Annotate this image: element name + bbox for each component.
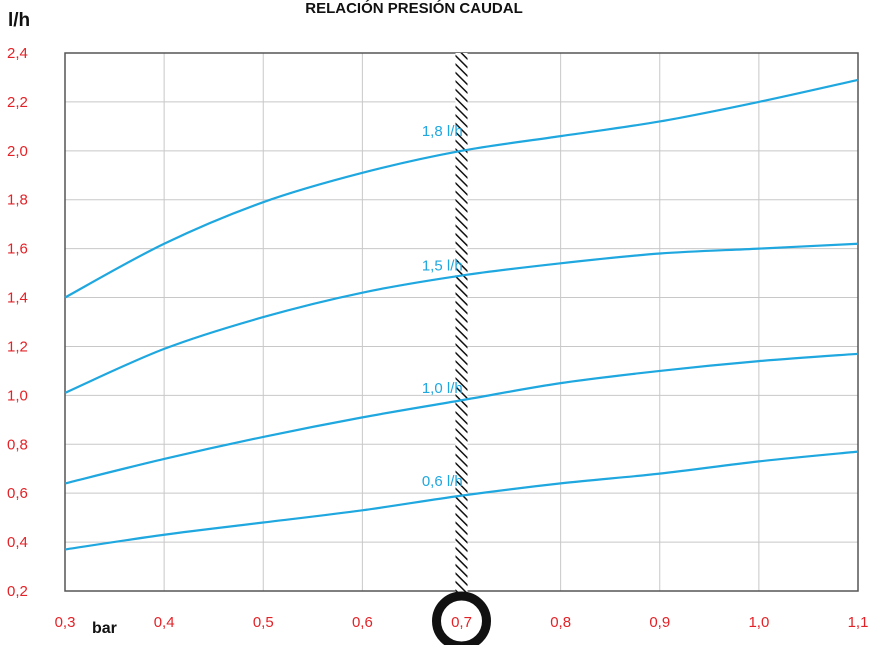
series-label-3: 1,8 l/h [422, 123, 463, 140]
y-tick-label-11: 2,4 [7, 45, 28, 62]
y-tick-label-10: 2,2 [7, 94, 28, 111]
y-tick-label-9: 2,0 [7, 143, 28, 160]
series-line-2 [64, 242, 859, 394]
y-tick-label-1: 0,4 [7, 534, 28, 551]
y-tick-label-2: 0,6 [7, 485, 28, 502]
x-tick-label-2: 0,5 [253, 614, 274, 631]
y-tick-label-6: 1,4 [7, 290, 28, 307]
tick-labels: 0,3 0,4 0,5 0,6 0,7 0,8 0,9 1,0 1,1 0,2 0,4 0,6 0,8 1… [7, 45, 868, 631]
highlight-circle [432, 591, 491, 645]
highlight-marker [432, 53, 491, 645]
chart-title: RELACIÓN PRESIÓN CAUDAL [305, 0, 523, 17]
y-tick-label-4: 1,0 [7, 387, 28, 404]
series-line-3 [64, 78, 859, 299]
y-tick-label-7: 1,6 [7, 241, 28, 258]
x-tick-label-4: 0,7 [451, 614, 472, 631]
y-tick-label-3: 0,8 [7, 436, 28, 453]
y-tick-label-8: 1,8 [7, 192, 28, 209]
series-label-0: 0,6 l/h [422, 473, 463, 490]
x-tick-label-0: 0,3 [55, 614, 76, 631]
series-line-1 [64, 352, 859, 485]
highlight-hatched-bar [455, 53, 468, 593]
x-tick-label-6: 0,9 [649, 614, 670, 631]
x-axis-unit: bar [92, 620, 117, 637]
series-group: 0,6 l/h 1,0 l/h 1,5 l/h 1,8 l/h [64, 78, 859, 551]
x-tick-label-8: 1,1 [848, 614, 869, 631]
y-axis-unit: l/h [8, 10, 30, 31]
x-tick-label-5: 0,8 [550, 614, 571, 631]
series-label-1: 1,0 l/h [422, 380, 463, 397]
y-tick-label-0: 0,2 [7, 583, 28, 600]
series-label-2: 1,5 l/h [422, 258, 463, 275]
x-tick-label-3: 0,6 [352, 614, 373, 631]
x-tick-label-7: 1,0 [748, 614, 769, 631]
x-tick-label-1: 0,4 [154, 614, 175, 631]
y-tick-label-5: 1,2 [7, 338, 28, 355]
series-line-0 [64, 450, 859, 551]
